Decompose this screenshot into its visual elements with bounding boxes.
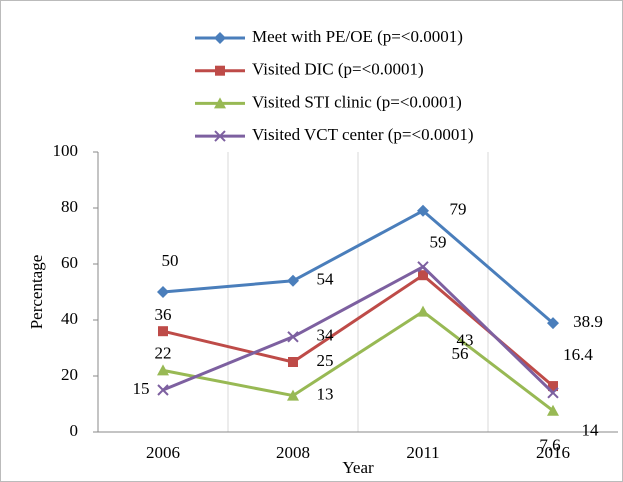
marker (157, 384, 169, 396)
x-tick-label: 2006 (146, 443, 180, 462)
marker (418, 270, 428, 281)
data-label: 38.9 (573, 312, 603, 331)
marker (548, 381, 558, 392)
data-label: 22 (155, 343, 172, 362)
y-tick-label: 60 (61, 253, 78, 272)
marker (287, 389, 299, 401)
marker (547, 387, 559, 399)
legend-label: Visited DIC (p=<0.0001) (252, 60, 424, 79)
data-label: 7.6 (539, 436, 560, 455)
marker (214, 32, 226, 44)
series-line (162, 264, 555, 394)
data-label: 36 (155, 305, 172, 324)
marker (417, 204, 429, 217)
y-axis-label: Percentage (27, 255, 46, 330)
data-label: 16.4 (563, 345, 593, 364)
marker (157, 364, 169, 376)
data-label: 79 (450, 200, 467, 219)
marker (215, 65, 225, 76)
series-line (162, 309, 554, 412)
legend-label: Meet with PE/OE (p=<0.0001) (252, 27, 463, 46)
marker (287, 331, 299, 343)
y-tick-label: 100 (53, 141, 79, 160)
marker (547, 317, 559, 330)
x-axis-label: Year (342, 458, 374, 477)
data-label: 15 (133, 379, 150, 398)
marker (214, 130, 226, 142)
x-tick-label: 2016 (536, 443, 570, 462)
marker (547, 404, 559, 416)
y-tick-label: 0 (70, 421, 79, 440)
marker (287, 274, 299, 287)
y-tick-label: 20 (61, 365, 78, 384)
marker (417, 261, 429, 273)
y-tick-label: 40 (61, 309, 78, 328)
series-line (162, 208, 554, 325)
x-tick-label: 2008 (276, 443, 310, 462)
data-label: 56 (452, 344, 469, 363)
data-label: 13 (317, 385, 334, 404)
data-label: 43 (457, 331, 474, 350)
marker (158, 326, 168, 337)
data-label: 54 (317, 270, 335, 289)
marker (157, 286, 169, 298)
marker (288, 357, 298, 367)
data-label: 14 (582, 421, 600, 440)
data-label: 25 (317, 351, 334, 370)
marker (417, 305, 429, 317)
legend-label: Visited VCT center (p=<0.0001) (252, 125, 474, 144)
data-label: 34 (317, 326, 335, 345)
legend-label: Visited STI clinic (p=<0.0001) (252, 92, 462, 111)
x-tick-label: 2011 (406, 443, 439, 462)
marker (214, 97, 226, 109)
data-label: 59 (430, 233, 447, 252)
data-label: 50 (162, 251, 179, 270)
y-tick-label: 80 (61, 197, 78, 216)
